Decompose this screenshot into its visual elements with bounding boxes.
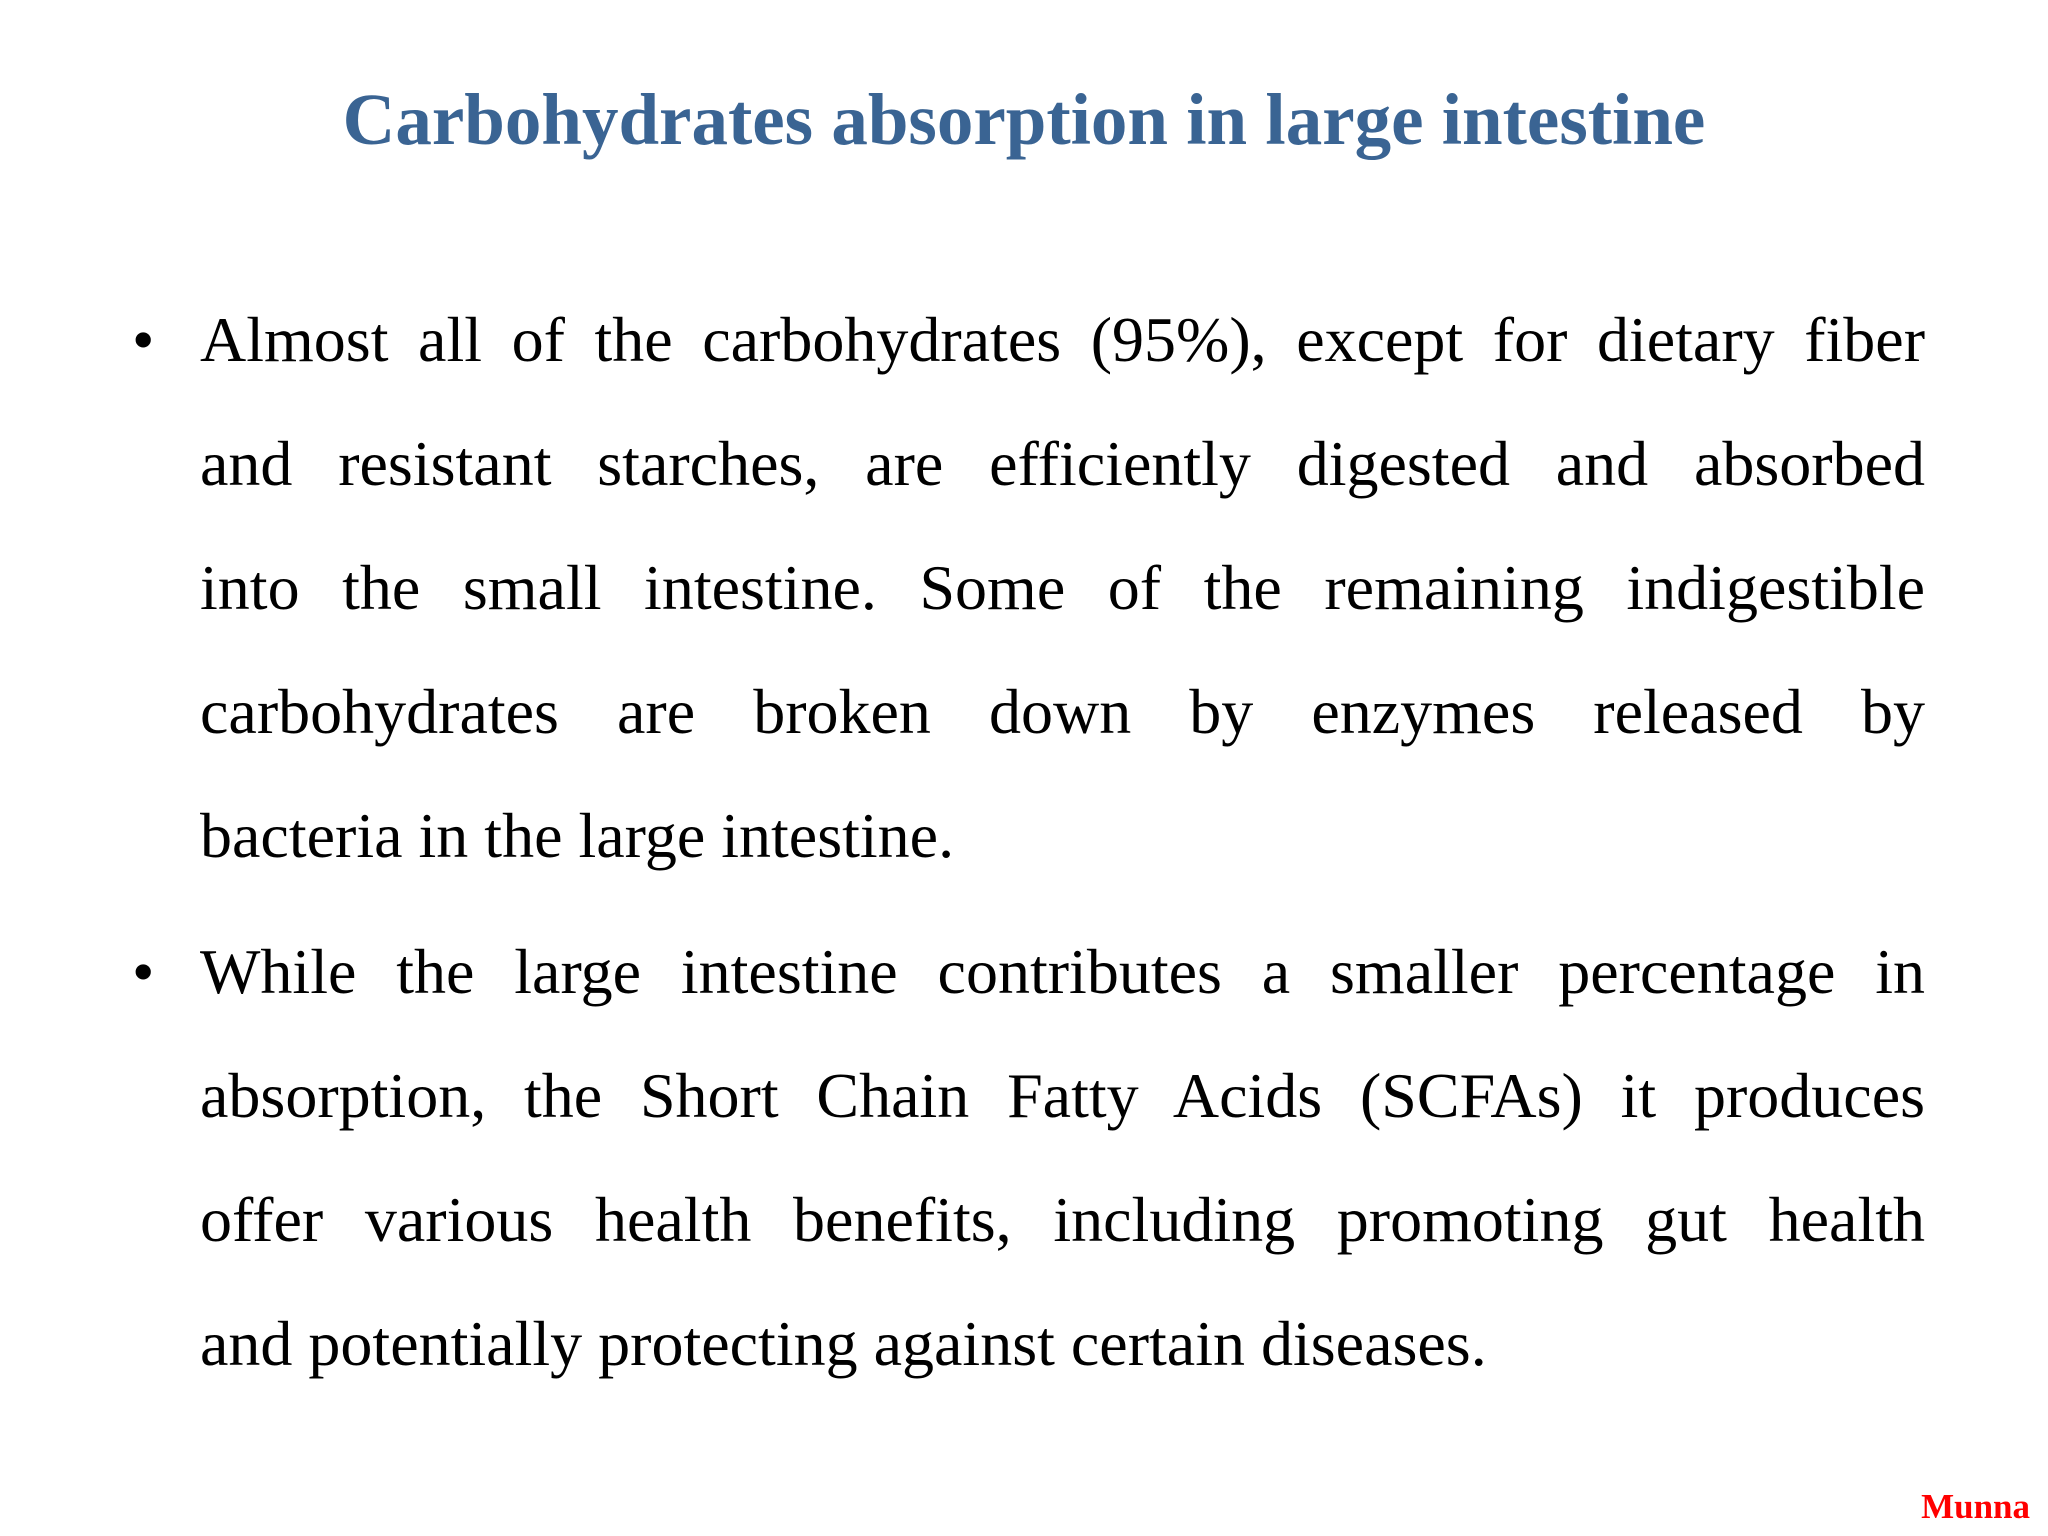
bullet-icon: • [132,936,155,1007]
bullet-paragraph-2: • While the large intestine contributes … [132,910,1925,1406]
body-line: into the small intestine. Some of the re… [200,552,1925,623]
slide-title: Carbohydrates absorption in large intest… [342,79,1706,160]
body-line: While the large intestine contributes a … [200,936,1925,1007]
body-line: Almost all of the carbohydrates (95%), e… [200,304,1925,375]
slide-body: • Almost all of the carbohydrates (95%),… [132,278,1925,1406]
author-credit: Munna [1921,1487,2030,1526]
body-line: and potentially protecting against certa… [200,1308,1487,1379]
body-line: and resistant starches, are efficiently … [200,428,1925,499]
body-line: bacteria in the large intestine. [200,800,955,871]
bullet-paragraph-1: • Almost all of the carbohydrates (95%),… [132,278,1925,898]
body-line: offer various health benefits, including… [200,1184,1925,1255]
body-line: absorption, the Short Chain Fatty Acids … [200,1060,1925,1131]
bullet-icon: • [132,304,155,375]
body-line: carbohydrates are broken down by enzymes… [200,676,1925,747]
